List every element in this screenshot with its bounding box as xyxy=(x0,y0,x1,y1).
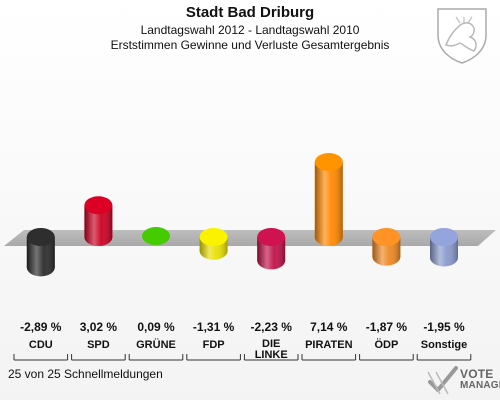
value-label: -1,87 % xyxy=(366,320,408,334)
footer-status: 25 von 25 Schnellmeldungen xyxy=(8,367,163,381)
bar-grüne xyxy=(142,227,170,246)
category-label: PIRATEN xyxy=(305,339,353,351)
category-label: GRÜNE xyxy=(136,338,176,351)
value-label: -1,95 % xyxy=(423,320,465,334)
chart-description: Erststimmen Gewinne und Verluste Gesamte… xyxy=(110,38,390,52)
category-label: SPD xyxy=(87,339,110,351)
category-label: LINKE xyxy=(255,349,288,361)
brand-line1: VOTE xyxy=(460,367,494,381)
bar-ödp xyxy=(372,228,401,266)
bar-piraten xyxy=(314,153,343,246)
value-label: 3,02 % xyxy=(80,320,118,334)
category-label: DIE xyxy=(262,338,280,350)
coat-of-arms-icon xyxy=(437,8,487,64)
chart-title: Stadt Bad Driburg xyxy=(185,4,315,21)
value-label: 0,09 % xyxy=(137,320,175,334)
category-label: CDU xyxy=(29,339,53,351)
bar-cdu xyxy=(26,228,55,277)
value-label: -1,31 % xyxy=(193,320,235,334)
bar-spd xyxy=(84,196,113,246)
chart-subtitle: Landtagswahl 2012 - Landtagswahl 2010 xyxy=(140,23,360,37)
category-label: ÖDP xyxy=(374,338,398,351)
value-label: -2,23 % xyxy=(251,320,293,334)
category-label: FDP xyxy=(203,339,225,351)
category-label: Sonstige xyxy=(421,339,467,351)
brand-line2: MANAGER xyxy=(460,380,500,391)
vote-manager-logo-icon xyxy=(427,366,458,395)
zero-plane xyxy=(4,230,496,246)
value-label: -2,89 % xyxy=(20,320,62,334)
bar-sonstige xyxy=(430,228,458,267)
bar-fdp xyxy=(199,228,228,260)
value-label: 7,14 % xyxy=(310,320,348,334)
bar-die-linke xyxy=(257,228,286,270)
